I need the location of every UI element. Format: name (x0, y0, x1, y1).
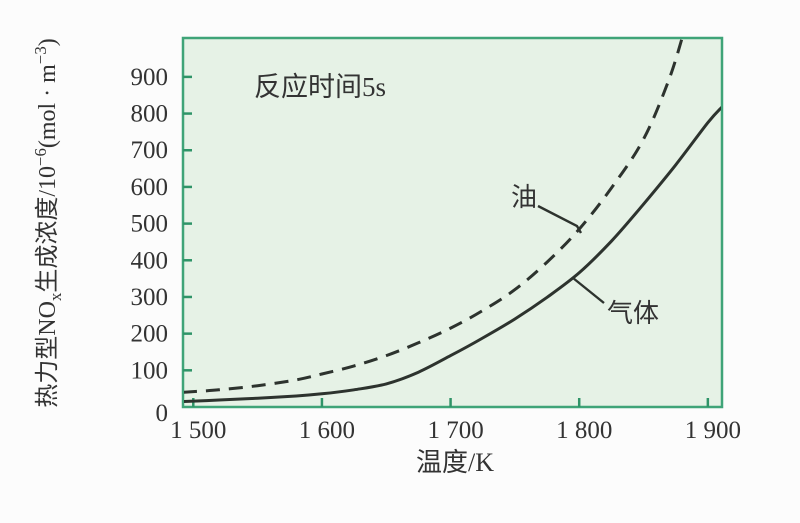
x-tick-label: 1 600 (299, 417, 355, 444)
axis-ticks-layer: 0 100 200 300 400 500 600 700 800 900 1 500 1 600 1 … (131, 64, 741, 444)
plot-area (181, 36, 724, 409)
x-tick-label: 1 900 (685, 417, 741, 444)
oil-leader-line (537, 204, 583, 234)
y-tick-label: 800 (131, 101, 169, 128)
y-tick-label: 400 (131, 247, 169, 274)
x-axis-title: 温度/K (416, 448, 494, 477)
y-tick-label: 0 (156, 400, 169, 427)
x-tick-label: 1 500 (170, 417, 226, 444)
y-tick-label: 900 (131, 64, 169, 91)
oil-curve (184, 39, 684, 394)
y-tick-label: 300 (131, 284, 169, 311)
gas-series-label: 气体 (607, 299, 659, 328)
y-axis-title: 热力型NOx​生成浓度/10−6​(mol · m−3​) (31, 38, 65, 407)
gas-leader-line (572, 277, 605, 304)
x-tick-label: 1 800 (556, 417, 612, 444)
oil-series-label: 油 (511, 183, 537, 212)
gas-curve (184, 105, 721, 403)
x-tick-label: 1 700 (427, 417, 483, 444)
y-tick-label: 200 (131, 321, 169, 348)
y-tick-label: 600 (131, 174, 169, 201)
y-tick-label: 100 (131, 357, 169, 384)
reaction-time-annotation: 反应时间5s (254, 72, 386, 102)
y-tick-label: 700 (131, 137, 169, 164)
y-tick-label: 500 (131, 211, 169, 238)
curves-layer (184, 39, 721, 403)
